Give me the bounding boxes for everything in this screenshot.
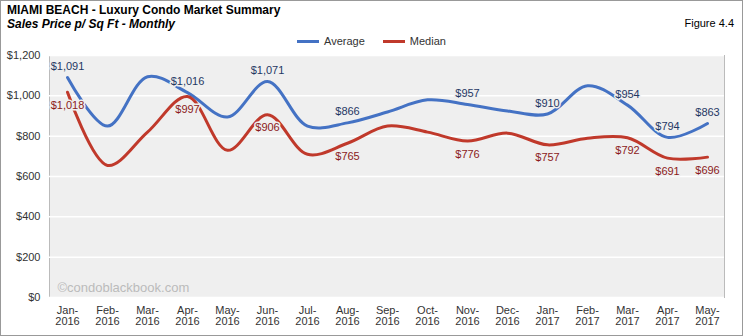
svg-text:Oct-2016: Oct-2016 [415, 304, 439, 327]
html-text:Sales Price p/ Sq Ft - Monthly: Sales Price p/ Sq Ft - Monthly [7, 17, 175, 31]
svg-text:Mar-2016: Mar-2016 [135, 304, 159, 327]
html-text:MIAMI BEACH - Luxury Condo Mar: MIAMI BEACH - Luxury Condo Market Summar… [7, 3, 281, 17]
svg-text:$400: $400 [16, 210, 40, 222]
html-text:Figure 4.4: Figure 4.4 [684, 17, 734, 29]
svg-text:$757: $757 [535, 151, 559, 163]
svg-text:Jan-2016: Jan-2016 [55, 304, 79, 327]
html-text:Average: Average [324, 35, 365, 47]
svg-text:$765: $765 [335, 150, 359, 162]
html-text:Median: Median [409, 35, 446, 47]
svg-text:May-2017: May-2017 [695, 304, 720, 327]
svg-text:$954: $954 [615, 88, 639, 100]
svg-text:$1,018: $1,018 [51, 99, 85, 111]
svg-text:$957: $957 [455, 87, 479, 99]
svg-text:$696: $696 [695, 164, 719, 176]
svg-text:$776: $776 [455, 148, 479, 160]
svg-text:$1,000: $1,000 [7, 89, 41, 101]
svg-text:$863: $863 [695, 106, 719, 118]
svg-text:$910: $910 [535, 97, 559, 109]
svg-text:Jan-2017: Jan-2017 [535, 304, 559, 327]
svg-text:$200: $200 [16, 251, 40, 263]
svg-text:$1,200: $1,200 [7, 49, 41, 61]
svg-text:$794: $794 [655, 120, 679, 132]
svg-text:Jul-2016: Jul-2016 [295, 304, 319, 327]
svg-text:Dec-2016: Dec-2016 [495, 304, 519, 327]
svg-text:May-2016: May-2016 [215, 304, 240, 327]
svg-text:Nov-2016: Nov-2016 [455, 304, 479, 327]
svg-text:$1,071: $1,071 [251, 64, 285, 76]
svg-text:Mar-2017: Mar-2017 [615, 304, 639, 327]
svg-text:$866: $866 [335, 105, 359, 117]
svg-text:Sep-2016: Sep-2016 [375, 304, 399, 327]
svg-text:$600: $600 [16, 170, 40, 182]
svg-text:$997: $997 [175, 103, 199, 115]
svg-text:$792: $792 [615, 144, 639, 156]
svg-text:$1,091: $1,091 [51, 60, 85, 72]
svg-text:Aug-2016: Aug-2016 [335, 304, 359, 327]
svg-text:Apr-2016: Apr-2016 [175, 304, 199, 327]
svg-text:$800: $800 [16, 130, 40, 142]
svg-text:$1,016: $1,016 [171, 75, 205, 87]
svg-text:Feb-2016: Feb-2016 [95, 304, 119, 327]
svg-text:Jun-2016: Jun-2016 [255, 304, 279, 327]
svg-text:©condoblackbook.com: ©condoblackbook.com [58, 280, 190, 295]
svg-text:$0: $0 [28, 291, 40, 303]
svg-text:$906: $906 [255, 121, 279, 133]
svg-text:Feb-2017: Feb-2017 [575, 304, 599, 327]
svg-text:$691: $691 [655, 165, 679, 177]
svg-text:Apr-2017: Apr-2017 [655, 304, 679, 327]
